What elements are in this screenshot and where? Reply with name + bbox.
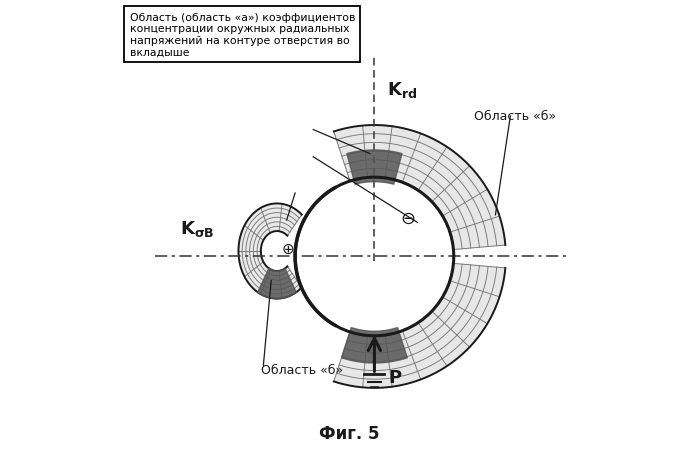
Polygon shape — [238, 204, 302, 299]
Text: P: P — [388, 369, 401, 387]
Text: Фиг. 5: Фиг. 5 — [319, 425, 380, 442]
Polygon shape — [334, 264, 505, 388]
Text: $\mathbf{K_{rd}}$: $\mathbf{K_{rd}}$ — [387, 80, 417, 100]
Text: ⊖: ⊖ — [401, 209, 416, 228]
Text: $\mathbf{K_{\sigma B}}$: $\mathbf{K_{\sigma B}}$ — [180, 219, 214, 239]
Polygon shape — [334, 126, 505, 250]
Polygon shape — [342, 328, 408, 363]
Polygon shape — [258, 269, 296, 299]
Text: Область (область «а») коэффициентов
концентрации окружных радиальных
напряжений : Область (область «а») коэффициентов конц… — [130, 13, 355, 57]
Text: ⊕: ⊕ — [282, 242, 295, 257]
Text: Область «б»: Область «б» — [261, 364, 343, 376]
Text: Область «б»: Область «б» — [474, 110, 556, 123]
Polygon shape — [347, 151, 402, 185]
